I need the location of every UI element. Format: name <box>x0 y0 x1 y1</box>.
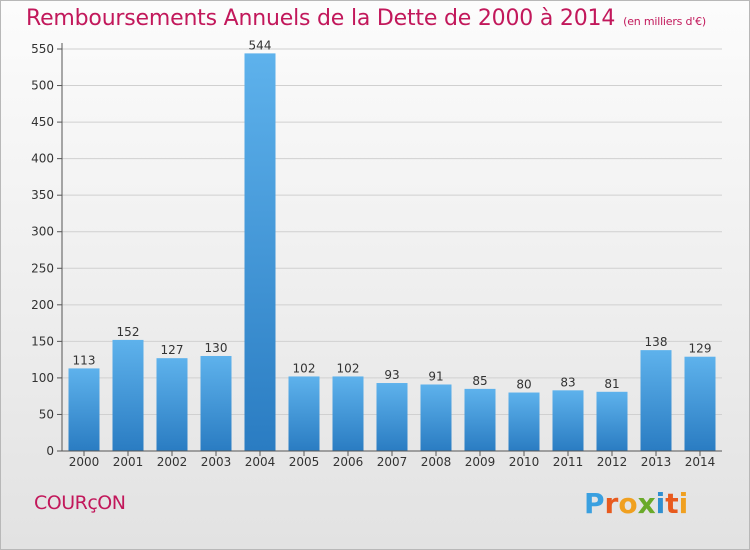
data-label: 113 <box>73 353 96 367</box>
data-label: 152 <box>117 325 140 339</box>
y-tick-label: 500 <box>31 79 54 93</box>
x-tick-label: 2000 <box>69 455 100 469</box>
y-tick-label: 150 <box>31 334 54 348</box>
y-tick-label: 250 <box>31 261 54 275</box>
bar <box>156 358 188 451</box>
x-tick-label: 2004 <box>245 455 276 469</box>
chart-subtitle: (en milliers d'€) <box>623 15 707 28</box>
bar <box>112 339 144 451</box>
bar <box>376 383 408 451</box>
x-axis: 2000 2001 2002 2003 2004 2005 2006 2007 2008 2009… <box>62 450 722 469</box>
data-label: 93 <box>384 368 399 382</box>
bar <box>684 356 716 451</box>
data-label: 85 <box>472 374 487 388</box>
x-tick-label: 2013 <box>641 455 672 469</box>
data-label: 102 <box>293 361 316 375</box>
logo-letter: r <box>604 487 619 520</box>
data-label: 81 <box>604 377 619 391</box>
bar <box>640 350 672 451</box>
bar <box>332 376 364 451</box>
y-tick-label: 550 <box>31 42 54 56</box>
logo-letter: x <box>637 487 656 520</box>
x-tick-label: 2011 <box>553 455 584 469</box>
chart-title: Remboursements Annuels de la Dette de 20… <box>26 6 707 31</box>
y-tick-label: 200 <box>31 298 54 312</box>
proxiti-logo: Proxiti <box>584 487 688 520</box>
data-label: 138 <box>645 335 668 349</box>
data-label: 127 <box>161 343 184 357</box>
x-tick-label: 2008 <box>421 455 452 469</box>
logo-letter: i <box>678 487 689 520</box>
x-tick-label: 2010 <box>509 455 540 469</box>
town-name: COURçON <box>34 492 126 514</box>
y-tick-label: 350 <box>31 188 54 202</box>
x-tick-label: 2009 <box>465 455 496 469</box>
bar <box>68 368 100 451</box>
data-label: 130 <box>205 341 228 355</box>
x-tick-label: 2002 <box>157 455 188 469</box>
y-tick-label: 450 <box>31 115 54 129</box>
data-label: 91 <box>428 369 443 383</box>
bar <box>596 391 628 451</box>
bar <box>288 376 320 451</box>
data-label: 83 <box>560 375 575 389</box>
data-label: 80 <box>516 378 531 392</box>
x-tick-label: 2001 <box>113 455 144 469</box>
x-tick-label: 2003 <box>201 455 232 469</box>
bar <box>420 384 452 451</box>
bar <box>508 392 540 451</box>
logo-letter: o <box>618 487 638 520</box>
x-tick-label: 2006 <box>333 455 364 469</box>
y-tick-label: 0 <box>46 444 54 458</box>
data-label: 544 <box>249 38 272 52</box>
bar <box>552 390 584 451</box>
data-label: 102 <box>337 361 360 375</box>
y-tick-label: 300 <box>31 225 54 239</box>
bar <box>200 355 232 451</box>
y-tick-label: 50 <box>39 407 54 421</box>
x-tick-label: 2005 <box>289 455 320 469</box>
bar <box>464 388 496 451</box>
data-label: 129 <box>689 342 712 356</box>
bars: 113 152 127 130 544 102 102 93 91 85 80 83 81 138 129 <box>68 38 716 451</box>
logo-letter: i <box>655 487 666 520</box>
logo-letter: P <box>584 487 605 520</box>
y-tick-label: 100 <box>31 371 54 385</box>
bar <box>244 53 276 451</box>
y-tick-label: 400 <box>31 152 54 166</box>
x-tick-label: 2014 <box>685 455 716 469</box>
x-tick-label: 2012 <box>597 455 628 469</box>
y-axis: 0 50 100 150 200 250 300 350 400 450 500 550 <box>31 42 63 458</box>
x-tick-label: 2007 <box>377 455 408 469</box>
logo-letter: t <box>665 487 679 520</box>
